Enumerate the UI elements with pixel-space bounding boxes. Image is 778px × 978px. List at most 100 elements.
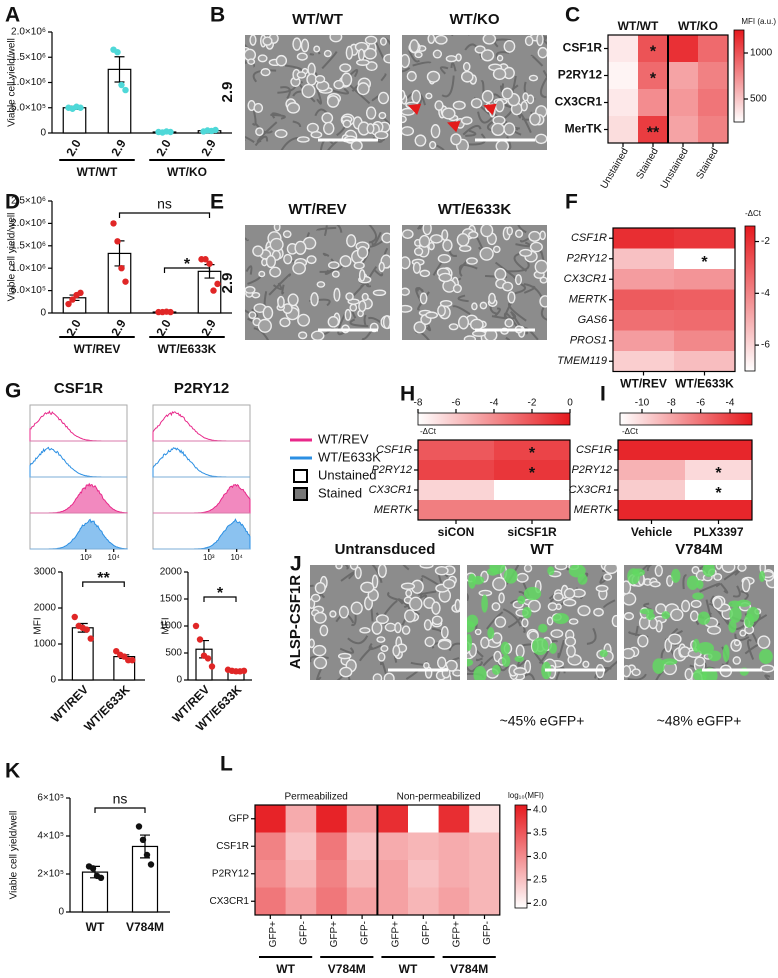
data-point (196, 636, 204, 643)
cell-process (402, 565, 410, 571)
colorbar-title: -ΔCt (745, 209, 762, 218)
cell-process (271, 112, 282, 119)
cell (458, 315, 470, 330)
cell-process (420, 577, 423, 597)
cell (353, 261, 365, 270)
cell (649, 580, 661, 588)
row-label: CSF1R (376, 444, 412, 456)
cell (424, 636, 435, 648)
heatmap-cell (316, 805, 348, 833)
cell (327, 316, 340, 328)
cell-process (464, 43, 483, 60)
row-label: P2RY12 (558, 68, 603, 82)
cell-process (268, 273, 292, 296)
legend-swatch (293, 487, 308, 501)
cell (412, 261, 421, 274)
colorbar-title: -ΔCt (420, 427, 437, 436)
cell (654, 565, 663, 577)
heatmap-cell (638, 62, 669, 90)
cell-process (253, 327, 270, 340)
cell-process (499, 83, 505, 93)
cell (428, 241, 435, 251)
cell (423, 662, 430, 669)
group-label: WT/E633K (158, 342, 217, 356)
cell (292, 37, 302, 51)
heatmap-cell (674, 330, 736, 352)
cell-process (764, 674, 771, 680)
cell (481, 90, 494, 104)
significance-star: * (529, 445, 536, 462)
heatmap-cell (668, 62, 699, 90)
image-title: WT/REV (288, 201, 346, 218)
cell (409, 39, 420, 54)
y-tick-label: 0 (40, 128, 46, 139)
heatmap-cell (438, 805, 470, 833)
cell-process (402, 67, 411, 73)
cell-process (530, 54, 544, 67)
cell (313, 611, 327, 624)
cell (310, 593, 321, 603)
heatmap-cell (469, 860, 501, 888)
heatmap-cell (608, 89, 639, 117)
row-label: CSF1R (576, 444, 612, 456)
cell (377, 652, 386, 662)
cell (253, 102, 264, 113)
cell (274, 129, 288, 139)
cell (331, 270, 340, 278)
heatmap-cell (613, 248, 675, 270)
gfp-cell (552, 612, 569, 625)
y-tick-label: 1000 (34, 639, 57, 650)
row-label: P2RY12 (566, 253, 607, 265)
cell (528, 230, 541, 242)
data-point (212, 126, 219, 134)
cell-process (418, 590, 437, 596)
cell (431, 615, 443, 626)
heatmap-cell (674, 289, 736, 311)
cell (492, 67, 507, 81)
data-point (89, 865, 97, 872)
row-label: CX3CR1 (564, 273, 607, 285)
cell (595, 584, 609, 593)
cell-process (719, 582, 729, 594)
cell-process (457, 294, 469, 303)
cell-process (245, 136, 255, 144)
heatmap-cell (469, 887, 501, 916)
cell (502, 281, 514, 292)
gfp-cell (514, 655, 524, 663)
cell-process (373, 269, 384, 277)
cell (300, 38, 310, 53)
cell (251, 291, 261, 299)
legend-label: Unstained (318, 467, 377, 482)
gfp-cell (639, 608, 654, 615)
cell (670, 608, 684, 622)
cell-process (339, 647, 355, 654)
cell (297, 313, 311, 327)
cell (624, 592, 637, 606)
cell (377, 91, 390, 105)
column-label: GFP- (421, 921, 432, 945)
cell (306, 255, 317, 265)
cell (378, 111, 387, 120)
gfp-cell (491, 664, 501, 675)
panel-letter: D (5, 191, 20, 214)
heatmap-cell (613, 351, 675, 372)
cell (737, 565, 747, 572)
heatmap-cell (613, 289, 675, 311)
cell-process (682, 574, 687, 590)
data-point (192, 622, 200, 630)
data-point (118, 81, 125, 89)
y-tick-label: 2000 (160, 567, 183, 578)
gfp-cell (473, 666, 487, 680)
cell-process (507, 259, 530, 273)
cell (329, 610, 337, 618)
data-point (208, 663, 216, 670)
data-point (122, 278, 129, 285)
data-point (214, 280, 221, 288)
data-point (65, 300, 72, 308)
cell (460, 116, 473, 125)
heatmap-cell (494, 440, 571, 461)
cell (323, 49, 332, 58)
y-tick-label: 4×10⁵ (37, 831, 64, 842)
heatmap-cell (377, 887, 409, 916)
micrograph (245, 35, 390, 150)
